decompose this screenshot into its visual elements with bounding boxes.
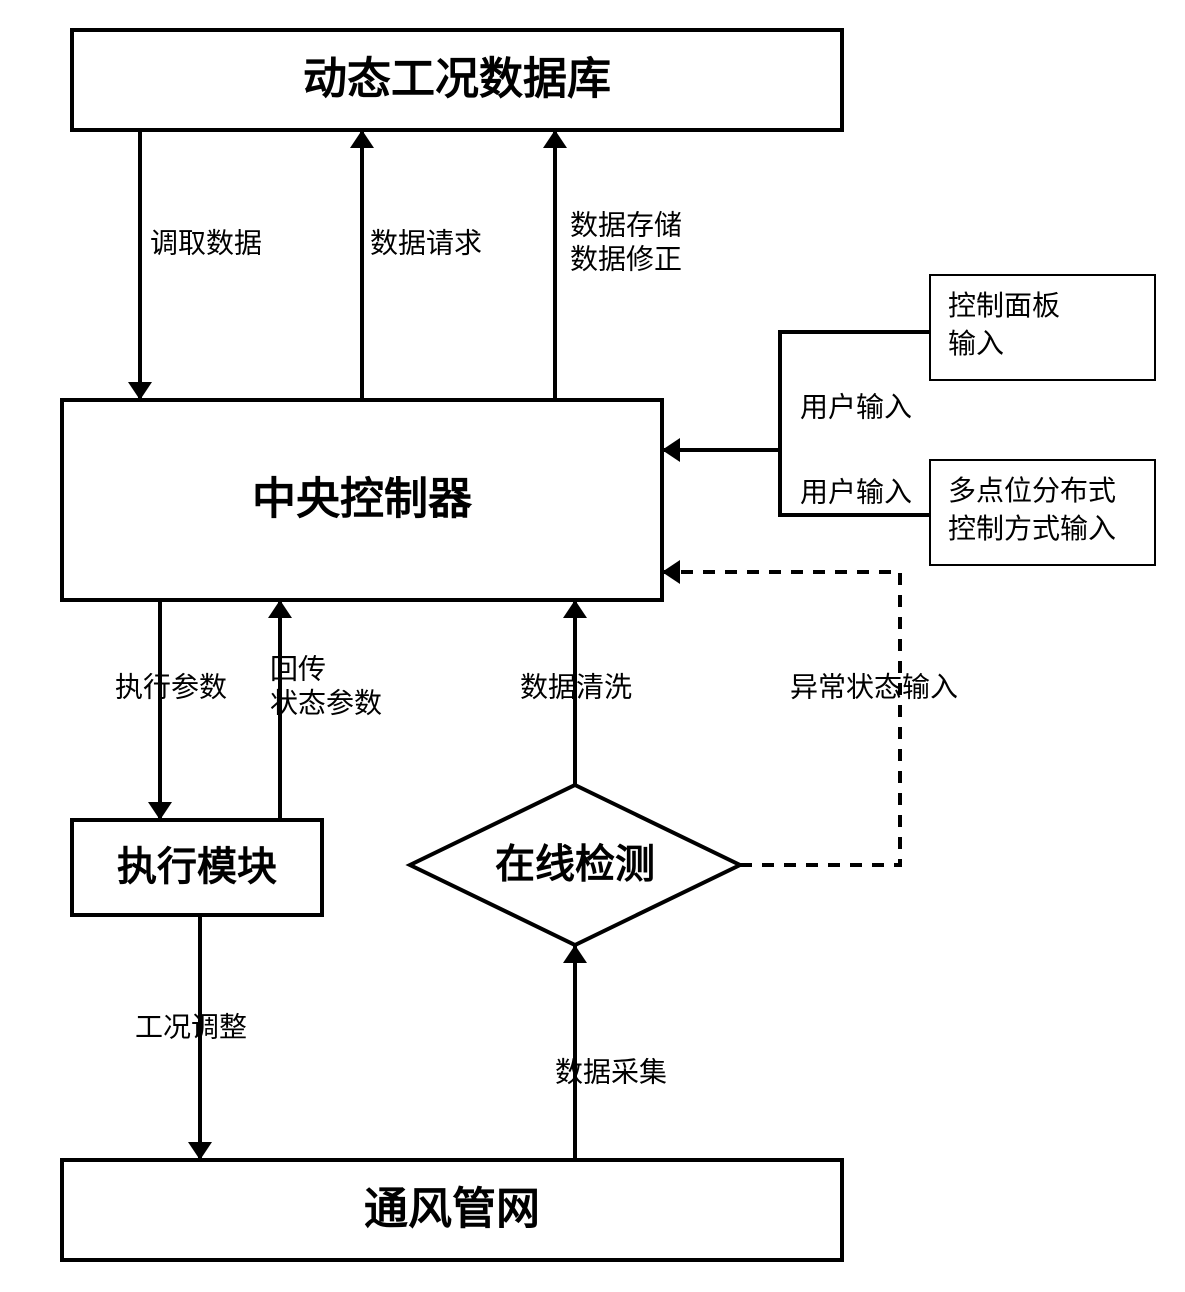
- edge-label-e_clean: 数据清洗: [520, 671, 632, 703]
- edge-label-e_status: 状态参数: [270, 687, 382, 719]
- node-label-exec: 执行模块: [117, 845, 277, 889]
- edge-e_abnormal: [662, 572, 900, 865]
- node-label-dist_input: 多点位分布式: [948, 475, 1116, 507]
- edge-label-e_user2: 用户输入: [800, 476, 912, 508]
- node-label-dist_input: 控制方式输入: [948, 513, 1116, 545]
- node-label-panel_input: 控制面板: [948, 290, 1060, 322]
- edge-label-e_collect: 数据采集: [555, 1056, 667, 1088]
- node-label-detect: 在线检测: [495, 843, 655, 887]
- edge-label-e_abnormal: 异常状态输入: [790, 671, 958, 703]
- node-label-panel_input: 输入: [948, 328, 1004, 360]
- edge-e_user1: [662, 332, 930, 450]
- edge-label-e_store: 数据存储: [570, 209, 682, 241]
- node-label-database: 动态工况数据库: [303, 55, 611, 104]
- node-label-pipe: 通风管网: [364, 1185, 540, 1234]
- edge-label-e_request: 数据请求: [370, 227, 482, 259]
- edge-label-e_status: 回传: [270, 653, 326, 685]
- edge-label-e_user1: 用户输入: [800, 391, 912, 423]
- node-label-controller: 中央控制器: [252, 475, 473, 524]
- edge-label-e_exec_param: 执行参数: [115, 671, 227, 703]
- edge-label-e_store: 数据修正: [570, 243, 682, 275]
- edge-label-e_adjust: 工况调整: [135, 1011, 247, 1043]
- edge-label-e_fetch: 调取数据: [150, 227, 262, 259]
